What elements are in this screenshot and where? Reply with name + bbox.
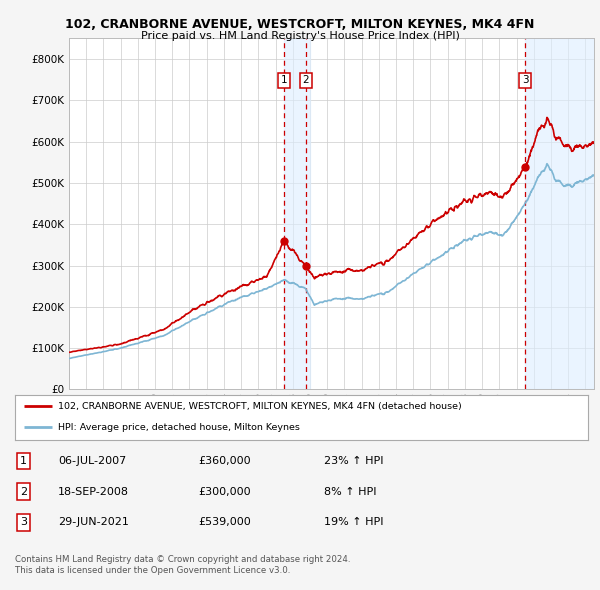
Text: 1: 1 [20, 456, 27, 466]
Text: 06-JUL-2007: 06-JUL-2007 [58, 456, 126, 466]
Text: 2: 2 [20, 487, 27, 497]
Bar [525, 38, 594, 389]
Text: 23% ↑ HPI: 23% ↑ HPI [325, 456, 384, 466]
Text: Contains HM Land Registry data © Crown copyright and database right 2024.: Contains HM Land Registry data © Crown c… [15, 555, 350, 563]
Text: £300,000: £300,000 [199, 487, 251, 497]
Text: 2: 2 [302, 76, 309, 86]
Text: Price paid vs. HM Land Registry's House Price Index (HPI): Price paid vs. HM Land Registry's House … [140, 31, 460, 41]
Text: 18-SEP-2008: 18-SEP-2008 [58, 487, 129, 497]
Text: 3: 3 [20, 517, 27, 527]
Text: 19% ↑ HPI: 19% ↑ HPI [325, 517, 384, 527]
Text: £360,000: £360,000 [199, 456, 251, 466]
Text: 3: 3 [522, 76, 529, 86]
Text: HPI: Average price, detached house, Milton Keynes: HPI: Average price, detached house, Milt… [58, 422, 300, 432]
Text: £539,000: £539,000 [199, 517, 251, 527]
Text: This data is licensed under the Open Government Licence v3.0.: This data is licensed under the Open Gov… [15, 566, 290, 575]
Text: 102, CRANBORNE AVENUE, WESTCROFT, MILTON KEYNES, MK4 4FN (detached house): 102, CRANBORNE AVENUE, WESTCROFT, MILTON… [58, 402, 462, 411]
Text: 102, CRANBORNE AVENUE, WESTCROFT, MILTON KEYNES, MK4 4FN: 102, CRANBORNE AVENUE, WESTCROFT, MILTON… [65, 18, 535, 31]
Text: 8% ↑ HPI: 8% ↑ HPI [325, 487, 377, 497]
Text: 1: 1 [281, 76, 287, 86]
Text: 29-JUN-2021: 29-JUN-2021 [58, 517, 129, 527]
Bar [284, 38, 310, 389]
